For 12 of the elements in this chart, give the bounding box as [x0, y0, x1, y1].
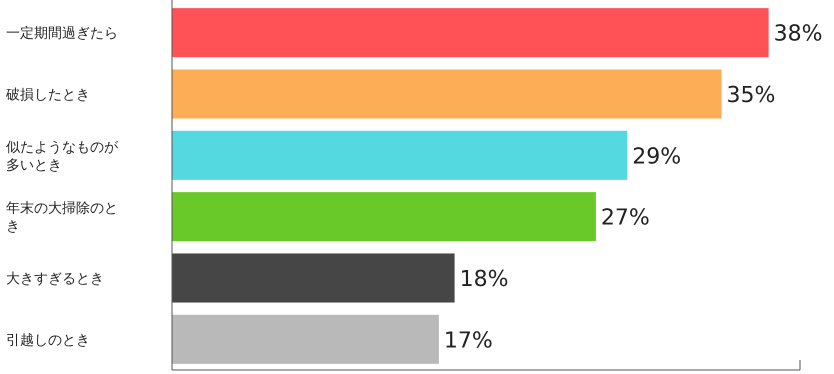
y-tick-label: 引越しのとき: [6, 332, 90, 348]
y-tick-label: 大きすぎるとき: [6, 271, 104, 287]
data-label: 29%: [632, 144, 682, 170]
data-label: 35%: [726, 83, 776, 108]
y-tick-label: 一定期間過ぎたら: [6, 26, 118, 42]
y-tick-label: 年末の大掃除のとき: [6, 200, 118, 235]
data-label: 27%: [600, 206, 650, 231]
y-tick-label: 破損したとき: [5, 87, 90, 103]
y-tick-label: 似たようなものが多いとき: [6, 139, 119, 174]
data-label: 38%: [774, 22, 823, 47]
data-label: 18%: [460, 267, 509, 292]
data-label: 17%: [444, 328, 493, 354]
